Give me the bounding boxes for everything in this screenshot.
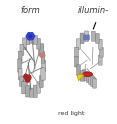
Circle shape (25, 76, 29, 80)
Circle shape (26, 35, 29, 38)
Circle shape (84, 37, 86, 40)
FancyBboxPatch shape (33, 36, 37, 44)
FancyBboxPatch shape (39, 76, 43, 88)
FancyBboxPatch shape (99, 39, 102, 49)
Circle shape (28, 36, 31, 40)
FancyBboxPatch shape (86, 73, 90, 83)
Circle shape (42, 54, 45, 57)
FancyBboxPatch shape (39, 44, 44, 56)
FancyBboxPatch shape (41, 52, 45, 63)
FancyBboxPatch shape (41, 68, 45, 80)
Circle shape (31, 35, 35, 38)
Circle shape (30, 36, 33, 40)
FancyBboxPatch shape (30, 88, 33, 97)
FancyBboxPatch shape (80, 71, 84, 81)
FancyBboxPatch shape (22, 81, 27, 94)
Polygon shape (77, 74, 84, 81)
Circle shape (27, 75, 31, 80)
FancyBboxPatch shape (100, 47, 103, 57)
Text: illumin-: illumin- (77, 6, 108, 15)
FancyBboxPatch shape (77, 65, 80, 75)
Circle shape (39, 53, 42, 56)
Text: red light: red light (58, 111, 85, 116)
FancyBboxPatch shape (75, 56, 78, 67)
FancyBboxPatch shape (91, 77, 94, 86)
Circle shape (87, 35, 89, 37)
Circle shape (30, 33, 33, 36)
FancyBboxPatch shape (18, 59, 21, 72)
FancyBboxPatch shape (41, 60, 46, 71)
FancyBboxPatch shape (33, 85, 37, 98)
FancyBboxPatch shape (26, 35, 30, 45)
Circle shape (29, 35, 32, 37)
Ellipse shape (83, 72, 93, 77)
FancyBboxPatch shape (99, 55, 102, 65)
FancyBboxPatch shape (29, 34, 34, 43)
FancyBboxPatch shape (18, 51, 22, 63)
FancyBboxPatch shape (37, 39, 40, 49)
FancyBboxPatch shape (89, 75, 92, 84)
FancyBboxPatch shape (75, 47, 78, 58)
FancyBboxPatch shape (84, 71, 88, 81)
Circle shape (84, 35, 86, 37)
Text: form: form (20, 6, 40, 15)
FancyBboxPatch shape (82, 70, 86, 79)
Circle shape (26, 78, 30, 82)
FancyBboxPatch shape (93, 79, 96, 88)
FancyBboxPatch shape (23, 38, 26, 50)
FancyBboxPatch shape (91, 31, 95, 41)
FancyBboxPatch shape (20, 44, 24, 55)
FancyBboxPatch shape (37, 82, 40, 93)
FancyBboxPatch shape (80, 33, 84, 44)
Circle shape (87, 37, 89, 40)
FancyBboxPatch shape (85, 31, 88, 42)
Circle shape (40, 54, 43, 57)
Circle shape (28, 33, 31, 36)
FancyBboxPatch shape (18, 68, 22, 80)
FancyBboxPatch shape (20, 77, 24, 86)
FancyBboxPatch shape (96, 33, 99, 43)
FancyBboxPatch shape (77, 39, 80, 49)
Circle shape (24, 74, 28, 79)
FancyBboxPatch shape (26, 86, 30, 97)
